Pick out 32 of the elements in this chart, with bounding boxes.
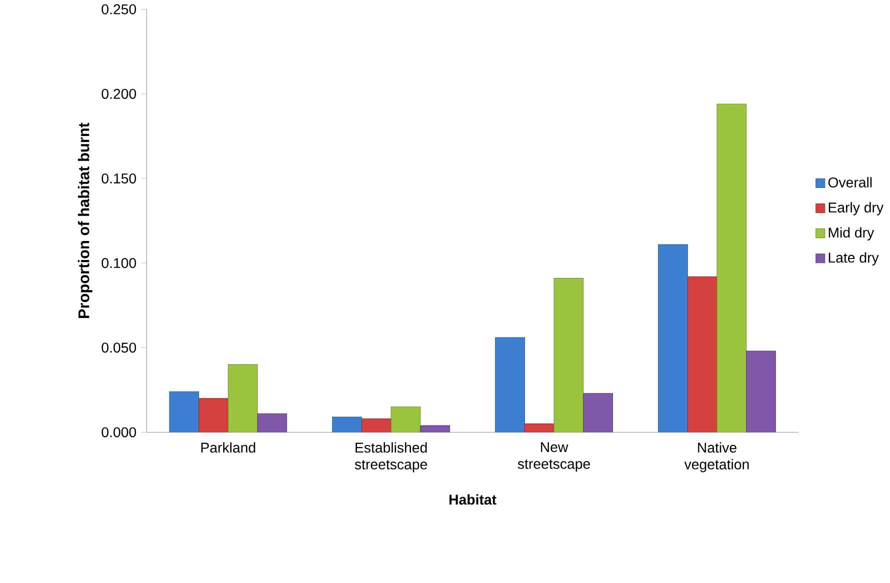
x-tick-label: Established streetscape <box>354 442 428 472</box>
bar <box>390 406 421 432</box>
bar <box>746 350 776 432</box>
legend-label: Mid dry <box>828 227 874 240</box>
bar <box>554 278 584 432</box>
bar <box>228 364 258 432</box>
legend-label: Early dry <box>828 202 884 216</box>
bar <box>332 416 362 432</box>
y-tick-label: 0.000 <box>102 427 136 438</box>
bar <box>495 337 525 432</box>
bar <box>687 276 718 432</box>
bar <box>198 398 228 432</box>
bar <box>658 244 688 432</box>
y-axis-title: Proportion of habitat burnt <box>78 122 92 318</box>
y-tick-label: 0.050 <box>102 342 136 353</box>
legend-label: Overall <box>828 177 872 188</box>
y-tick-label: 0.200 <box>102 88 136 99</box>
bar <box>583 393 613 432</box>
y-tick-label: 0.150 <box>102 174 136 184</box>
y-tick-label: 0.250 <box>102 4 136 14</box>
bar <box>524 424 554 432</box>
y-tick-label: 0.100 <box>102 258 136 268</box>
x-axis-title: Habitat <box>449 494 496 505</box>
x-tick-label: Parkland <box>201 442 256 453</box>
bar <box>257 413 288 432</box>
bar <box>716 104 747 432</box>
x-tick-label: New streetscape <box>518 442 590 472</box>
bar <box>420 425 450 432</box>
legend-label: Late dry <box>828 252 879 266</box>
bar <box>169 391 200 432</box>
bar <box>362 418 392 432</box>
x-tick-label: Native vegetation <box>684 442 749 472</box>
